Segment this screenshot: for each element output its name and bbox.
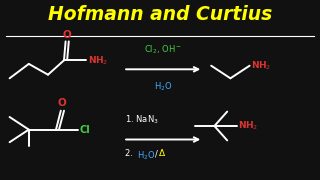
Text: NH$_2$: NH$_2$ [251,59,271,72]
Text: 1. NaN$_3$: 1. NaN$_3$ [125,114,158,126]
Text: NH$_2$: NH$_2$ [88,54,108,67]
Text: Cl$_2$, OH$^-$: Cl$_2$, OH$^-$ [144,43,182,56]
Text: H$_2$O: H$_2$O [137,149,156,162]
Text: H$_2$O: H$_2$O [154,80,172,93]
Text: /: / [155,149,157,158]
Text: O: O [62,30,71,40]
Text: 2.: 2. [125,149,135,158]
Text: Cl: Cl [79,125,90,135]
Text: Δ: Δ [159,149,165,158]
Text: O: O [57,98,66,108]
Text: NH$_2$: NH$_2$ [238,120,259,132]
Text: Hofmann and Curtius: Hofmann and Curtius [48,4,272,24]
